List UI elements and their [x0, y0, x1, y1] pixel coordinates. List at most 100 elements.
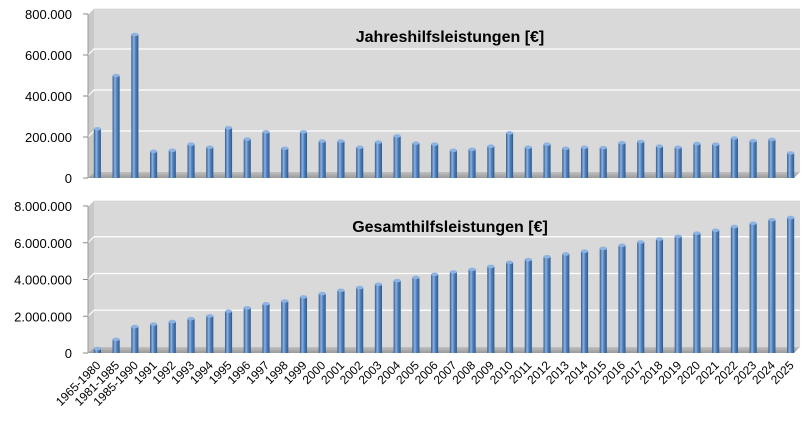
bar — [393, 278, 401, 353]
bar-top — [243, 137, 251, 141]
bar — [224, 309, 233, 353]
bar-body — [599, 147, 607, 178]
bar — [187, 142, 195, 178]
bar-top — [674, 145, 682, 150]
bar-top — [431, 272, 439, 277]
bar-body — [599, 248, 607, 353]
bar-body — [468, 269, 476, 353]
bar-body — [580, 147, 589, 178]
bar-top — [749, 221, 757, 226]
bar-top — [393, 134, 401, 138]
bar — [468, 147, 476, 178]
bar-top — [599, 145, 607, 150]
bar-top — [337, 139, 345, 143]
bar-body — [580, 251, 589, 353]
bar-body — [787, 217, 795, 353]
bar-top — [112, 73, 120, 78]
bar-top — [262, 301, 270, 306]
bar-body — [131, 34, 139, 178]
y-tick-label: 600.000 — [25, 48, 72, 63]
bar-top — [93, 127, 101, 131]
bar-body — [506, 132, 514, 178]
bar — [112, 337, 120, 353]
bar-top — [543, 142, 551, 146]
bar — [318, 139, 326, 178]
bar-body — [243, 139, 251, 178]
bar-top — [449, 148, 457, 153]
bar — [150, 322, 158, 353]
bar — [637, 240, 645, 353]
bar-top — [487, 264, 495, 269]
bar-top — [150, 322, 158, 326]
bar — [730, 224, 738, 353]
bar-top — [730, 224, 738, 229]
bar — [674, 145, 682, 178]
bar-top — [374, 140, 382, 144]
bar — [468, 267, 476, 353]
bar — [356, 145, 364, 178]
y-tick-label: 800.000 — [25, 7, 72, 22]
bar-top — [768, 217, 776, 222]
bar-top — [243, 305, 251, 310]
bar — [562, 146, 570, 178]
bar-body — [112, 75, 120, 178]
bar-body — [112, 339, 120, 353]
gridline — [87, 199, 800, 207]
bar-top — [168, 319, 176, 324]
bar — [131, 324, 139, 353]
bar-body — [506, 262, 514, 353]
bar-body — [337, 290, 345, 353]
bar-top — [318, 291, 326, 296]
bar-top — [281, 146, 289, 151]
bar-top — [637, 139, 645, 144]
y-tick-label: 4.000.000 — [14, 273, 72, 288]
bar — [693, 231, 701, 353]
x-axis-tick-labels: 1965-19801981-19851985-19901991199219931… — [53, 358, 797, 409]
bar-top — [674, 234, 682, 239]
bar — [337, 288, 345, 353]
bar-body — [281, 300, 289, 353]
bar-top — [524, 257, 532, 262]
bar — [224, 125, 233, 178]
bar-top — [787, 215, 795, 220]
bar-body — [187, 144, 195, 178]
bar — [674, 234, 682, 353]
bar-body — [487, 146, 495, 178]
gridline — [87, 89, 800, 97]
bar-body — [524, 147, 532, 178]
bar — [599, 145, 607, 178]
bar — [431, 272, 439, 353]
x-tick-label: 2025 — [768, 358, 797, 387]
cumulative-aid-chart: 0 2.000.000 4.000.000 6.000.000 8.000.000 Ges… — [14, 199, 800, 361]
gridline — [87, 236, 800, 244]
bar-body — [187, 318, 195, 353]
bar-body — [487, 266, 495, 353]
bar-top — [112, 337, 120, 342]
bar — [299, 130, 308, 178]
bar-body — [449, 150, 457, 178]
bar-body — [693, 233, 701, 353]
bar-body — [787, 152, 795, 178]
bar — [262, 130, 270, 178]
bar-body — [318, 293, 326, 353]
bar-body — [281, 148, 289, 178]
bar — [655, 237, 664, 353]
bar — [506, 131, 514, 178]
bar — [243, 305, 251, 353]
bar-top — [787, 151, 795, 155]
bar-body — [243, 307, 251, 353]
bar — [712, 228, 720, 353]
bar-top — [693, 141, 701, 146]
bar-body — [637, 141, 645, 178]
bar — [262, 301, 270, 353]
bar-body — [768, 219, 776, 353]
bar — [749, 221, 757, 353]
bar-body — [206, 147, 214, 178]
bar — [693, 141, 701, 178]
bar-body — [412, 277, 420, 353]
bar-top — [655, 237, 664, 241]
bar — [431, 142, 439, 178]
bar — [487, 264, 495, 353]
bar — [543, 254, 551, 353]
